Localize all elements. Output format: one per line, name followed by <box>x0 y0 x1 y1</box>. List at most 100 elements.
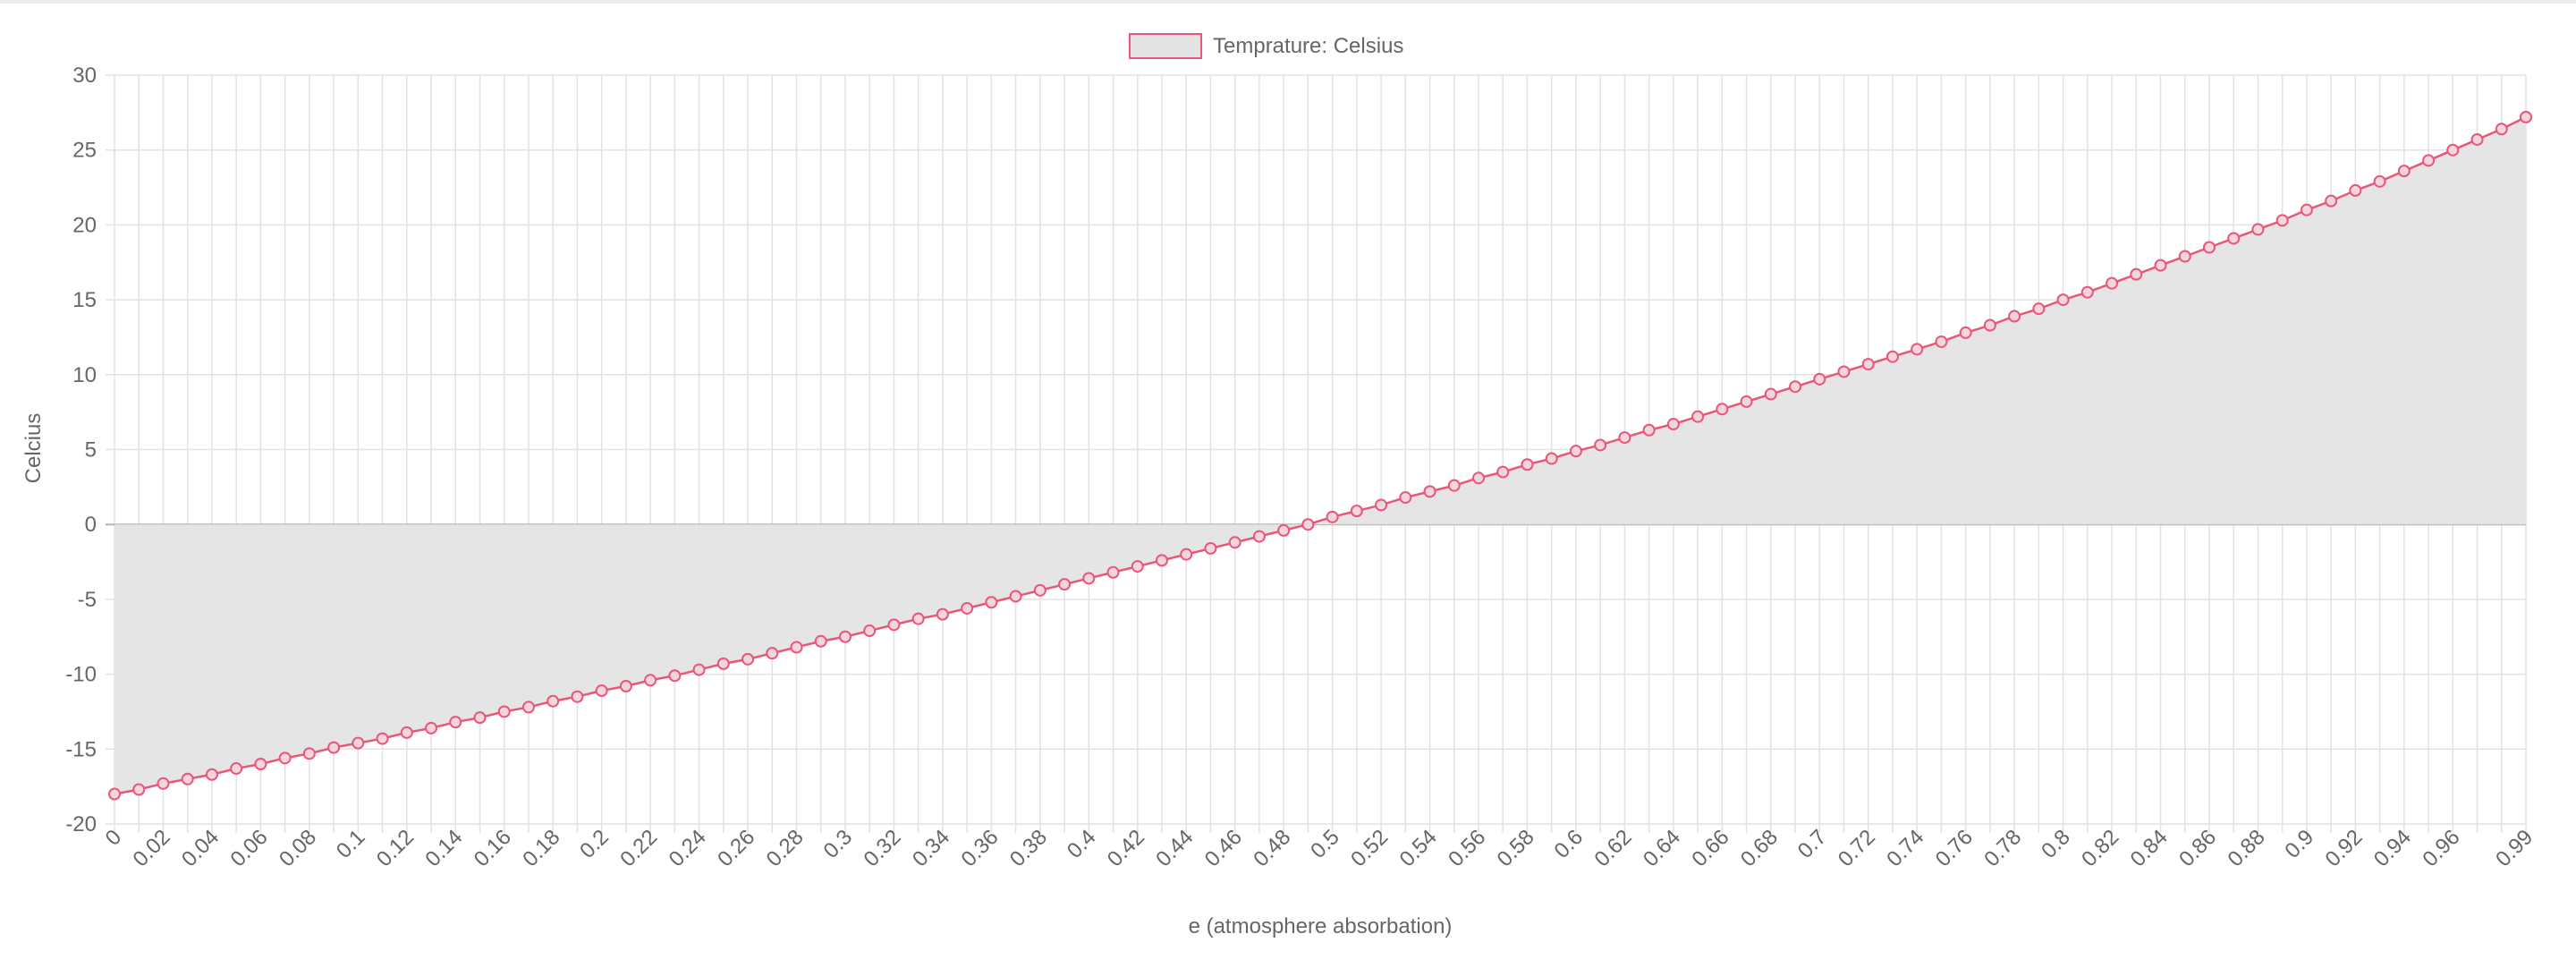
data-point[interactable] <box>449 716 462 729</box>
data-point[interactable] <box>1521 458 1534 471</box>
data-point[interactable] <box>2106 276 2119 290</box>
data-point[interactable] <box>1277 523 1291 537</box>
data-point[interactable] <box>1666 418 1680 431</box>
data-point[interactable] <box>181 772 194 785</box>
data-point[interactable] <box>644 674 657 687</box>
data-point[interactable] <box>230 762 243 776</box>
data-point[interactable] <box>205 768 218 781</box>
data-point[interactable] <box>2495 123 2508 136</box>
data-point[interactable] <box>108 787 121 801</box>
data-point[interactable] <box>2520 110 2532 123</box>
data-point[interactable] <box>887 618 901 632</box>
data-point[interactable] <box>2300 203 2313 217</box>
data-point[interactable] <box>863 624 877 638</box>
data-point[interactable] <box>2202 241 2216 254</box>
data-point[interactable] <box>838 630 852 643</box>
data-point[interactable] <box>1594 438 1607 452</box>
data-point[interactable] <box>2130 267 2143 281</box>
data-point[interactable] <box>1301 518 1315 531</box>
data-point[interactable] <box>1228 536 1241 549</box>
data-point[interactable] <box>547 694 560 708</box>
data-point[interactable] <box>668 669 682 683</box>
data-point[interactable] <box>132 783 146 796</box>
data-point[interactable] <box>790 641 803 654</box>
data-point[interactable] <box>1399 491 1412 505</box>
data-point[interactable] <box>1350 505 1363 518</box>
data-point[interactable] <box>1131 560 1144 573</box>
data-point[interactable] <box>278 751 292 765</box>
data-point[interactable] <box>1569 445 1582 458</box>
data-point[interactable] <box>1618 431 1631 445</box>
data-point[interactable] <box>2227 232 2241 245</box>
data-point[interactable] <box>497 705 511 718</box>
data-point[interactable] <box>2275 214 2289 227</box>
data-point[interactable] <box>1375 498 1388 512</box>
data-point[interactable] <box>2080 285 2094 299</box>
data-point[interactable] <box>716 657 730 670</box>
data-point[interactable] <box>1447 479 1461 492</box>
data-point[interactable] <box>1716 403 1729 416</box>
data-point[interactable] <box>2446 143 2460 157</box>
data-point[interactable] <box>1642 423 1656 437</box>
data-point[interactable] <box>1033 583 1046 597</box>
legend[interactable]: Temprature: Celsius <box>1129 33 1403 59</box>
data-point[interactable] <box>2251 223 2265 236</box>
data-point[interactable] <box>1764 387 1777 401</box>
data-point[interactable] <box>352 736 365 750</box>
data-point[interactable] <box>766 647 779 660</box>
data-point[interactable] <box>814 634 827 648</box>
data-point[interactable] <box>1423 485 1436 498</box>
data-point[interactable] <box>1155 554 1168 567</box>
data-point[interactable] <box>1326 510 1339 523</box>
data-point[interactable] <box>1789 380 1802 394</box>
data-point[interactable] <box>302 747 316 760</box>
data-point[interactable] <box>1496 465 1510 479</box>
data-point[interactable] <box>521 701 535 714</box>
data-point[interactable] <box>1740 395 1753 408</box>
data-point[interactable] <box>2373 174 2386 188</box>
data-point[interactable] <box>1106 565 1120 579</box>
data-point[interactable] <box>157 777 170 790</box>
data-point[interactable] <box>2470 132 2484 146</box>
data-point[interactable] <box>692 663 706 676</box>
data-point[interactable] <box>2325 194 2338 208</box>
data-point[interactable] <box>1252 530 1266 543</box>
data-point[interactable] <box>1691 410 1705 423</box>
data-point[interactable] <box>473 711 487 725</box>
data-point[interactable] <box>1983 318 1996 332</box>
data-point[interactable] <box>741 652 755 666</box>
data-point[interactable] <box>1082 572 1096 585</box>
data-point[interactable] <box>1911 343 1924 356</box>
data-point[interactable] <box>1959 326 1972 339</box>
data-point[interactable] <box>2349 183 2362 197</box>
data-point[interactable] <box>911 612 925 625</box>
data-point[interactable] <box>985 596 998 609</box>
data-point[interactable] <box>1837 365 1851 378</box>
data-point[interactable] <box>327 741 341 754</box>
data-point[interactable] <box>2032 302 2046 316</box>
data-point[interactable] <box>2178 250 2191 263</box>
data-point[interactable] <box>619 679 632 692</box>
data-point[interactable] <box>2154 259 2167 272</box>
data-point[interactable] <box>425 721 438 734</box>
data-point[interactable] <box>2008 310 2021 323</box>
data-point[interactable] <box>961 601 974 615</box>
data-point[interactable] <box>1861 358 1875 371</box>
data-point[interactable] <box>2422 154 2436 167</box>
data-point[interactable] <box>1885 350 1899 363</box>
data-point[interactable] <box>1813 372 1826 386</box>
data-point[interactable] <box>1180 548 1193 561</box>
data-point[interactable] <box>1058 578 1072 591</box>
data-point[interactable] <box>1472 471 1486 485</box>
legend-swatch[interactable] <box>1129 33 1202 59</box>
legend-label[interactable]: Temprature: Celsius <box>1213 34 1403 58</box>
data-point[interactable] <box>1204 541 1217 555</box>
data-point[interactable] <box>571 690 584 703</box>
data-point[interactable] <box>1545 452 1558 465</box>
data-point[interactable] <box>2397 165 2411 178</box>
data-point[interactable] <box>376 732 389 745</box>
data-point[interactable] <box>595 684 608 698</box>
data-point[interactable] <box>2056 293 2070 307</box>
data-point[interactable] <box>936 607 949 621</box>
data-point[interactable] <box>254 758 267 771</box>
